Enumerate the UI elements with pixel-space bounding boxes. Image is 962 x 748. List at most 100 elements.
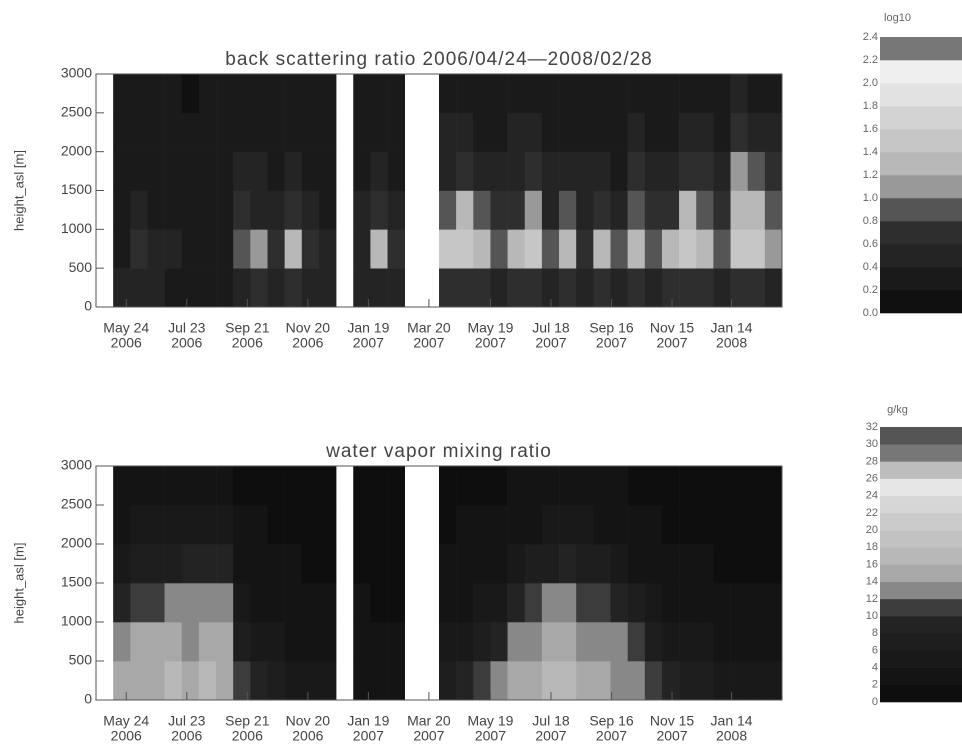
heatmap-cell — [473, 661, 490, 700]
chart-title: back scattering ratio 2006/04/24—2008/02… — [225, 49, 653, 70]
heatmap-cell — [542, 152, 559, 191]
heatmap-cell — [165, 466, 182, 505]
x-tick-year: 2006 — [111, 728, 142, 744]
colorbar-segment — [880, 175, 962, 198]
heatmap-cell — [388, 544, 405, 583]
heatmap-cell — [576, 268, 593, 307]
heatmap-cell — [113, 74, 130, 113]
heatmap-cell — [628, 229, 645, 268]
heatmap-cell — [439, 229, 456, 268]
heatmap-cell — [679, 113, 696, 152]
heatmap-cell — [593, 544, 610, 583]
heatmap-cell — [559, 113, 576, 152]
colorbar-tick-label: 18 — [866, 541, 878, 553]
heatmap-cell — [765, 74, 782, 113]
heatmap-cell — [199, 191, 216, 230]
heatmap-cell — [748, 229, 765, 268]
colorbar-segment — [880, 565, 962, 582]
heatmap-cell — [713, 268, 730, 307]
heatmap-cell — [576, 622, 593, 661]
colorbar-segment — [880, 37, 962, 60]
x-tick-label: Mar 20 — [407, 713, 451, 729]
heatmap-cell — [182, 661, 199, 700]
heatmap-cell — [731, 622, 748, 661]
heatmap-cell — [199, 505, 216, 544]
heatmap-cell — [713, 661, 730, 700]
heatmap-cell — [113, 661, 130, 700]
y-tick-label: 2000 — [61, 142, 92, 158]
heatmap-cell — [113, 191, 130, 230]
heatmap-cell — [525, 229, 542, 268]
colorbar-tick-label: 2.2 — [863, 54, 878, 66]
heatmap-cell — [662, 229, 679, 268]
heatmap-cell — [559, 74, 576, 113]
heatmap-cell — [182, 113, 199, 152]
heatmap-cell — [370, 268, 387, 307]
heatmap-cell — [456, 466, 473, 505]
colorbar-tick-label: 0.6 — [863, 238, 878, 250]
heatmap-cell — [165, 191, 182, 230]
figure: back scattering ratio 2006/04/24—2008/02… — [0, 0, 962, 748]
colorbar-tick-label: 0 — [872, 696, 878, 708]
heatmap-cell — [593, 229, 610, 268]
heatmap-cell — [370, 74, 387, 113]
heatmap-cell — [559, 191, 576, 230]
heatmap-cell — [113, 505, 130, 544]
heatmap-cell — [696, 466, 713, 505]
heatmap-cell — [319, 229, 336, 268]
heatmap-cell — [679, 622, 696, 661]
heatmap-cell — [542, 583, 559, 622]
heatmap-cell — [439, 661, 456, 700]
y-tick-label: 500 — [69, 259, 93, 275]
heatmap-cell — [147, 152, 164, 191]
heatmap-cell — [216, 661, 233, 700]
heatmap-cell — [233, 622, 250, 661]
heatmap-cell — [628, 505, 645, 544]
heatmap-cell — [765, 505, 782, 544]
x-tick-label: Jul 18 — [532, 713, 570, 729]
heatmap-cell — [490, 191, 507, 230]
heatmap-cell — [182, 152, 199, 191]
colorbar-segment — [880, 83, 962, 106]
heatmap-cell — [731, 505, 748, 544]
heatmap-cell — [165, 544, 182, 583]
heatmap-cell — [696, 152, 713, 191]
y-tick-label: 3000 — [61, 65, 92, 81]
heatmap-cell — [679, 74, 696, 113]
heatmap-cell — [319, 661, 336, 700]
heatmap-cell — [662, 661, 679, 700]
heatmap-cell — [130, 113, 147, 152]
heatmap-cell — [147, 113, 164, 152]
heatmap-cell — [216, 191, 233, 230]
heatmap-cell — [302, 113, 319, 152]
colorbar-segment — [880, 547, 962, 564]
heatmap-cell — [165, 229, 182, 268]
heatmap-cell — [388, 583, 405, 622]
colorbar-tick-label: 6 — [872, 644, 878, 656]
heatmap-cell — [576, 229, 593, 268]
heatmap-cell — [508, 583, 525, 622]
colorbar-tick-label: 0.0 — [863, 307, 878, 319]
heatmap-cell — [268, 544, 285, 583]
x-tick-label: Sep 16 — [589, 713, 634, 729]
heatmap-cell — [645, 74, 662, 113]
heatmap-cell — [473, 583, 490, 622]
heatmap-cell — [713, 74, 730, 113]
x-tick-year: 2008 — [716, 728, 747, 744]
heatmap-cell — [165, 583, 182, 622]
heatmap-cell — [559, 622, 576, 661]
heatmap-cell — [130, 466, 147, 505]
heatmap-cell — [559, 466, 576, 505]
heatmap-cell — [233, 505, 250, 544]
heatmap-cell — [233, 113, 250, 152]
heatmap-cell — [268, 191, 285, 230]
heatmap-cell — [473, 191, 490, 230]
heatmap-cell — [679, 152, 696, 191]
heatmap-cell — [268, 583, 285, 622]
heatmap-cell — [662, 583, 679, 622]
heatmap-cell — [233, 466, 250, 505]
heatmap-cell — [765, 466, 782, 505]
heatmap-cell — [731, 466, 748, 505]
heatmap-cell — [679, 661, 696, 700]
heatmap-cell — [611, 622, 628, 661]
